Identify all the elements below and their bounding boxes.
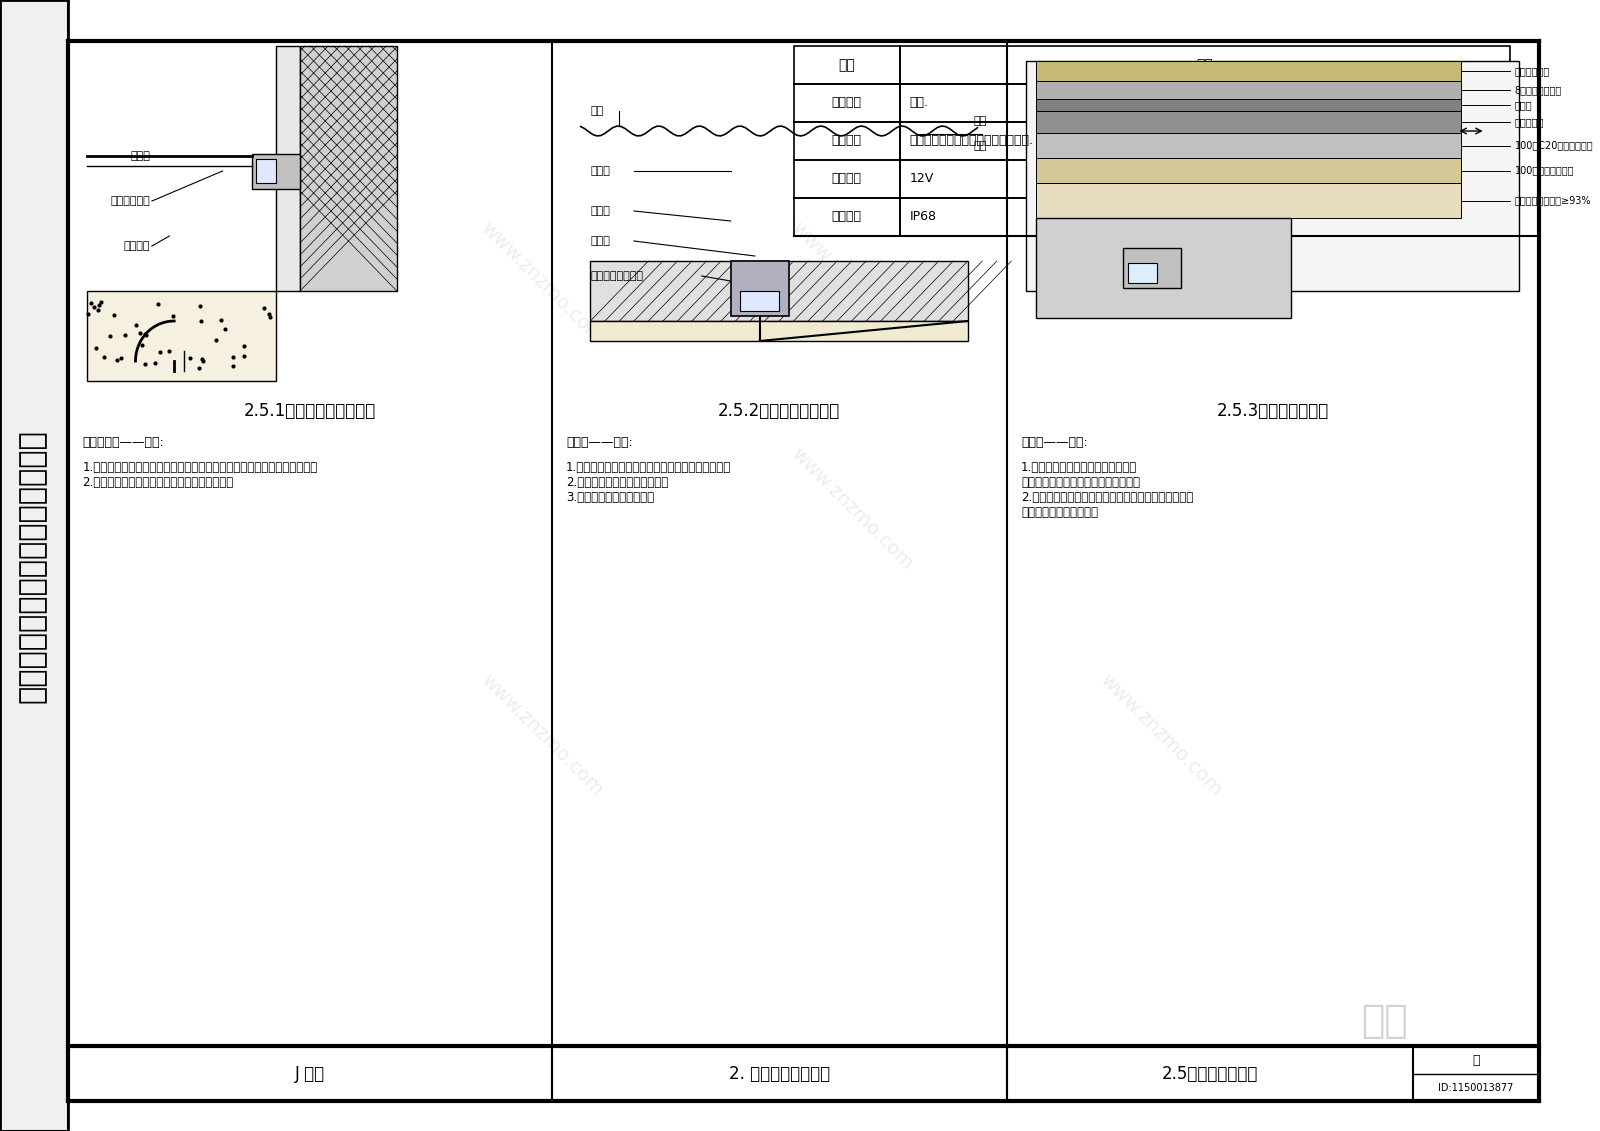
Text: 要求: 要求: [1197, 58, 1213, 72]
Text: 2.5.2水底灯安装大样图: 2.5.2水底灯安装大样图: [718, 402, 840, 420]
Bar: [1035, 100, 1461, 111]
Text: 2.5水底灯基础做法: 2.5水底灯基础做法: [1162, 1065, 1258, 1083]
Bar: [794, 122, 901, 159]
Bar: [1128, 264, 1157, 283]
Text: 100厚级配砾石垫层: 100厚级配砾石垫层: [1515, 165, 1574, 175]
Text: 12V: 12V: [910, 173, 934, 185]
Bar: [1035, 183, 1461, 218]
Bar: [901, 46, 1510, 84]
Text: 水景.: 水景.: [910, 96, 928, 110]
Text: 知末: 知末: [1360, 1002, 1408, 1041]
Text: 使用区域: 使用区域: [832, 96, 862, 110]
Text: 1.优质铝合金高压铸铝成型灯体，高强度钢化玻璃；
2.灯具暗埋装置，见光不见灯；
3.一般安装在水景跌水处。: 1.优质铝合金高压铸铝成型灯体，高强度钢化玻璃； 2.灯具暗埋装置，见光不见灯；…: [566, 461, 731, 504]
Bar: [590, 261, 968, 321]
Bar: [741, 291, 779, 311]
Text: 水面: 水面: [590, 106, 603, 116]
Text: 水面: 水面: [974, 116, 987, 126]
Text: 水下: 水下: [974, 141, 987, 152]
Text: 2. 主要灯具安装做法: 2. 主要灯具安装做法: [728, 1065, 830, 1083]
Text: 1.灯具砼背包标高高于周边铺装时，
灯具调整至截水沟顶口标高以下处理；
2.灯具砼背包条件不合适时，结合设计调整灯具形式，
规格或采用壁挂式灯具。: 1.灯具砼背包标高高于周边铺装时， 灯具调整至截水沟顶口标高以下处理； 2.灯具…: [1021, 461, 1194, 519]
Bar: [0, 0, 67, 1131]
Text: IP68: IP68: [910, 210, 936, 224]
Bar: [1035, 158, 1461, 183]
Text: 水底灯——描述:: 水底灯——描述:: [1021, 435, 1088, 449]
Bar: [901, 159, 1510, 198]
Text: 线管密封处理: 线管密封处理: [110, 196, 150, 206]
Text: 1.不锈钢灯体，耐高温硅胶密封圈，更适应灯具点亮时比较高的内部温度；
2.适用于游泳池、人工湖、喷泉等装饰及照明。: 1.不锈钢灯体，耐高温硅胶密封圈，更适应灯具点亮时比较高的内部温度； 2.适用于…: [82, 461, 317, 489]
Text: ID:1150013877: ID:1150013877: [1438, 1083, 1514, 1093]
Bar: [794, 84, 901, 122]
Text: 防护等级: 防护等级: [832, 210, 862, 224]
Bar: [901, 198, 1510, 236]
Bar: [86, 291, 275, 381]
Text: www.znzmo.com: www.znzmo.com: [787, 218, 917, 347]
Text: 水底灯——描述:: 水底灯——描述:: [566, 435, 634, 449]
Text: 页: 页: [1472, 1054, 1480, 1068]
Text: 顶理样: 顶理样: [590, 236, 610, 247]
Bar: [1026, 61, 1520, 291]
Text: 项目: 项目: [838, 58, 856, 72]
Text: 侧壁灯: 侧壁灯: [130, 152, 150, 161]
Bar: [67, 1046, 1539, 1100]
Text: www.znzmo.com: www.znzmo.com: [477, 671, 606, 800]
Text: 水下侧壁灯——描述:: 水下侧壁灯——描述:: [82, 435, 165, 449]
Bar: [256, 159, 275, 183]
Bar: [590, 321, 968, 342]
Bar: [1035, 218, 1291, 318]
Text: 安装孔: 安装孔: [590, 166, 610, 176]
Text: 2.5.1水下侧壁灯安装大样: 2.5.1水下侧壁灯安装大样: [243, 402, 376, 420]
Text: 钢筋混凝二: 钢筋混凝二: [1515, 116, 1544, 127]
Bar: [1035, 111, 1461, 133]
Text: 8厚盐敷混凝护层: 8厚盐敷混凝护层: [1515, 85, 1562, 95]
Text: 防水层: 防水层: [1515, 100, 1533, 110]
Text: 素土夯实，密实度≥93%: 素土夯实，密实度≥93%: [1515, 196, 1590, 206]
Text: 景观标准化电气标准灯柱基础做法: 景观标准化电气标准灯柱基础做法: [18, 429, 46, 702]
Text: 额定电压: 额定电压: [832, 173, 862, 185]
Text: 电缆套管: 电缆套管: [123, 241, 150, 251]
Bar: [794, 46, 901, 84]
Bar: [251, 154, 301, 189]
Bar: [0, 0, 67, 1131]
Bar: [794, 198, 901, 236]
Text: www.znzmo.com: www.znzmo.com: [787, 444, 917, 573]
Bar: [1035, 133, 1461, 158]
Bar: [901, 84, 1510, 122]
Text: 2.5.3水底灯基础做法: 2.5.3水底灯基础做法: [1216, 402, 1328, 420]
Bar: [1035, 61, 1461, 81]
Text: 连接到低压电器箱: 连接到低压电器箱: [590, 271, 643, 280]
Bar: [794, 159, 901, 198]
Text: www.znzmo.com: www.znzmo.com: [477, 218, 606, 347]
Bar: [1035, 81, 1461, 100]
Text: 适用高度: 适用高度: [832, 135, 862, 147]
Bar: [275, 46, 301, 291]
Bar: [901, 122, 1510, 159]
Bar: [1123, 248, 1181, 288]
Text: www.znzmo.com: www.znzmo.com: [1096, 671, 1226, 800]
Text: 面层及粘贴层: 面层及粘贴层: [1515, 66, 1550, 76]
Bar: [1413, 1046, 1539, 1100]
Text: 平齐池底或平齐侧壁饰面花岗岩贴面.: 平齐池底或平齐侧壁饰面花岗岩贴面.: [910, 135, 1034, 147]
Text: J 电气: J 电气: [294, 1065, 325, 1083]
Bar: [731, 261, 789, 316]
Text: 100厚C20素混凝土垫层: 100厚C20素混凝土垫层: [1515, 140, 1594, 150]
Bar: [301, 46, 397, 291]
Text: 水底灯: 水底灯: [590, 206, 610, 216]
